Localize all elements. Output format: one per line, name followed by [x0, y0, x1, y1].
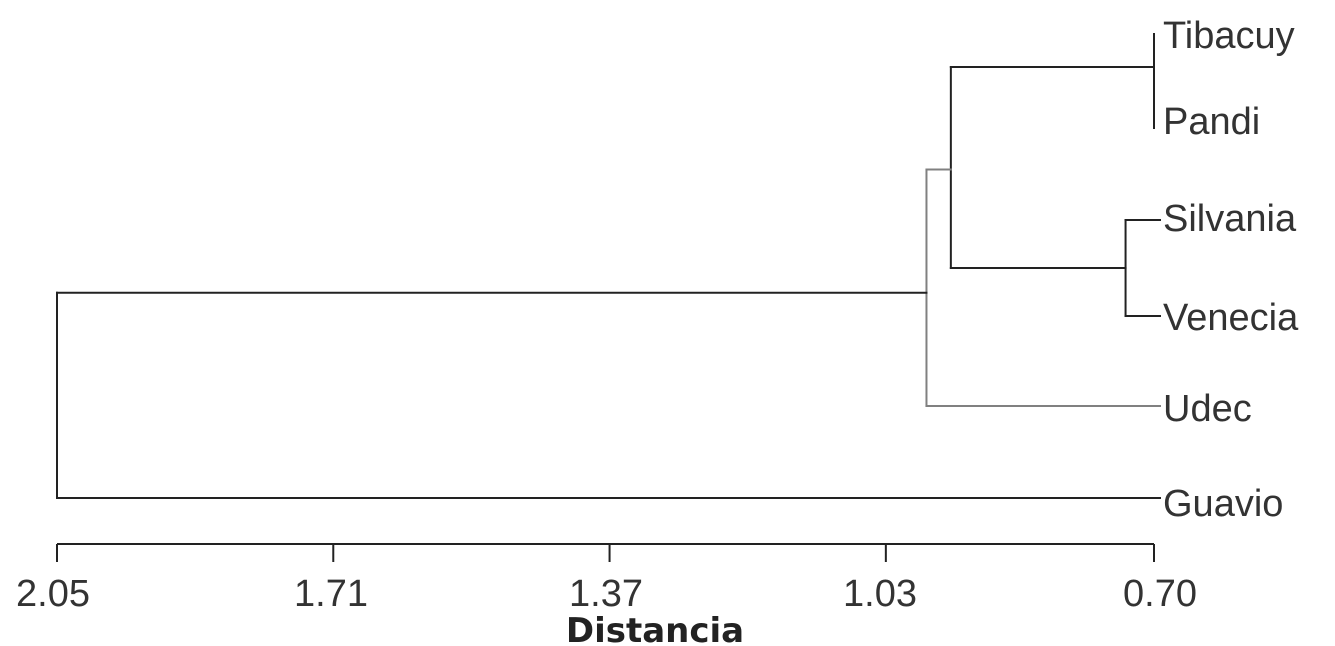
tick-label-2-05: 2.05: [16, 573, 90, 615]
tick-label-1-03: 1.03: [843, 573, 917, 615]
dendrogram-branches: [56, 33, 1161, 499]
leaf-label-pandi: Pandi: [1163, 101, 1260, 143]
leaf-label-venecia: Venecia: [1163, 297, 1299, 339]
leaf-label-tibacuy: Tibacuy: [1163, 15, 1295, 57]
x-axis-ticks: [56, 544, 1155, 562]
tick-label-1-71: 1.71: [294, 573, 368, 615]
leaf-label-udec: Udec: [1163, 388, 1252, 430]
leaf-labels: Tibacuy Pandi Silvania Venecia Udec Guav…: [1163, 15, 1299, 525]
leaf-label-guavio: Guavio: [1163, 483, 1283, 525]
tick-label-1-37: 1.37: [569, 573, 643, 615]
tick-label-0-70: 0.70: [1123, 573, 1197, 615]
x-axis-title: Distancia: [566, 611, 744, 646]
x-axis: 2.05 1.71 1.37 1.03 0.70 Distancia: [16, 543, 1197, 646]
leaf-label-silvania: Silvania: [1163, 198, 1297, 240]
